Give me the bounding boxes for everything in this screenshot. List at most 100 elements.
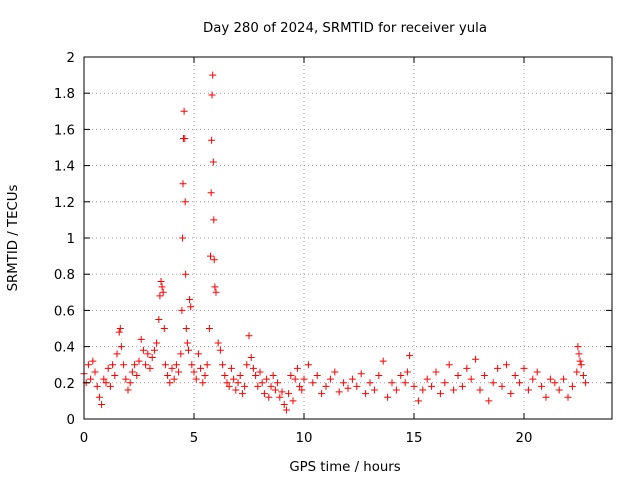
data-point <box>265 393 273 401</box>
data-point <box>458 382 466 390</box>
data-point <box>384 393 392 401</box>
data-point <box>185 346 192 354</box>
data-point <box>234 379 242 387</box>
data-point <box>353 382 361 390</box>
data-point <box>285 390 293 398</box>
data-point <box>172 361 180 369</box>
data-point <box>122 375 130 383</box>
data-point <box>166 379 174 387</box>
data-point <box>574 343 582 351</box>
data-point <box>313 372 321 380</box>
data-point <box>326 375 334 383</box>
x-tick-label: 5 <box>190 431 198 446</box>
data-point <box>546 375 554 383</box>
data-point <box>117 343 125 351</box>
data-point <box>216 346 224 354</box>
y-tick-label: 0 <box>67 413 75 428</box>
data-point <box>322 382 330 390</box>
data-point <box>388 379 396 387</box>
data-point <box>190 368 198 376</box>
data-point <box>241 382 249 390</box>
data-point <box>579 372 587 380</box>
data-point <box>187 303 195 311</box>
data-point <box>227 364 235 372</box>
data-point <box>370 386 378 394</box>
data-point <box>84 361 92 369</box>
data-point <box>379 357 387 365</box>
data-point <box>414 397 422 405</box>
data-point <box>260 390 268 398</box>
data-point <box>135 357 143 365</box>
data-point <box>182 270 190 278</box>
data-point <box>209 158 217 166</box>
data-point <box>199 379 207 387</box>
data-point <box>564 393 572 401</box>
data-point <box>366 379 374 387</box>
data-point <box>142 361 150 369</box>
data-point <box>207 189 215 197</box>
tick-labels: 00.20.40.60.811.21.41.61.820 5 10 15 20 <box>54 51 533 446</box>
x-tick-label: 20 <box>516 431 533 446</box>
y-tick-label: 0.4 <box>54 341 75 356</box>
data-point <box>476 386 484 394</box>
data-point <box>423 375 431 383</box>
data-point <box>524 386 532 394</box>
data-point <box>568 382 576 390</box>
data-point <box>573 368 581 376</box>
data-point <box>498 382 506 390</box>
data-point <box>159 288 167 296</box>
data-point <box>582 379 590 387</box>
data-point <box>296 382 304 390</box>
data-point <box>243 361 251 369</box>
data-point <box>318 390 326 398</box>
data-point <box>529 375 537 383</box>
data-point <box>406 352 414 360</box>
data-point <box>106 382 114 390</box>
data-point <box>304 361 312 369</box>
data-point <box>197 364 205 372</box>
data-point <box>98 401 106 409</box>
data-point <box>146 364 154 372</box>
data-point <box>293 364 301 372</box>
data-point <box>144 350 152 358</box>
y-tick-label: 0.6 <box>54 304 75 319</box>
data-point <box>271 386 279 394</box>
data-point <box>223 379 231 387</box>
data-point <box>344 384 352 392</box>
data-point <box>252 372 260 380</box>
data-point <box>208 136 216 144</box>
data-point <box>392 386 400 394</box>
data-point <box>263 375 271 383</box>
data-point <box>201 372 209 380</box>
data-point <box>137 335 145 343</box>
data-point <box>340 379 348 387</box>
data-point <box>542 393 550 401</box>
x-tick-label: 0 <box>80 431 88 446</box>
data-point <box>375 372 383 380</box>
data-point <box>168 364 176 372</box>
data-point <box>298 386 306 394</box>
data-point <box>225 382 233 390</box>
data-point <box>472 355 480 363</box>
data-point <box>148 353 156 361</box>
data-point <box>397 372 405 380</box>
data-point <box>179 234 187 242</box>
data-point <box>335 388 343 396</box>
data-point <box>485 397 493 405</box>
x-tick-label: 10 <box>296 431 313 446</box>
data-point <box>161 361 169 369</box>
data-point <box>254 382 262 390</box>
data-point <box>362 390 370 398</box>
data-point <box>441 379 449 387</box>
data-point <box>401 379 409 387</box>
data-point <box>210 256 218 264</box>
data-point <box>269 372 277 380</box>
data-point <box>181 198 189 206</box>
y-tick-label: 1.8 <box>54 87 75 102</box>
data-point <box>212 288 220 296</box>
data-point <box>230 375 238 383</box>
data-point <box>150 346 158 354</box>
data-point <box>180 107 188 115</box>
data-point <box>89 357 97 365</box>
data-point <box>113 350 121 358</box>
